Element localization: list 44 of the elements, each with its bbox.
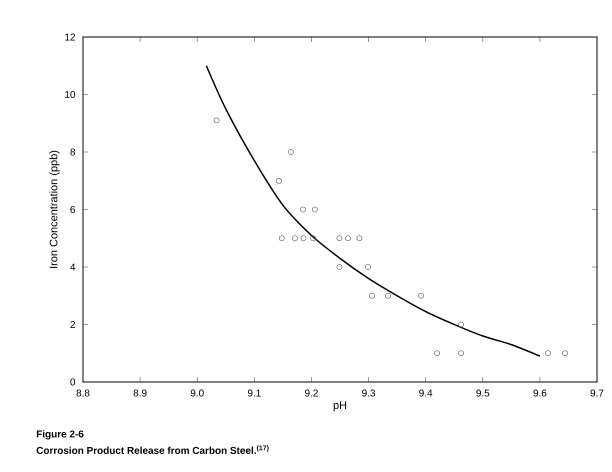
point [544,350,551,356]
point [336,264,342,270]
x-axis-title: pH [334,401,346,412]
x-tick-label: 9.5 [476,390,490,397]
y-tick-label: 0 [70,378,76,386]
x-tick-label: 9.0 [190,390,204,397]
x-tick-label: 9.3 [362,390,376,397]
point [214,117,220,124]
point [458,350,464,356]
line-series [206,64,541,357]
x-tick-label: 9.7 [590,390,604,397]
y-tick-label: 4 [70,264,76,270]
point [562,350,568,356]
y-tick-label: 2 [70,321,75,328]
point [288,149,294,155]
y-tick-label: 10 [65,90,76,98]
point [356,235,362,242]
y-tick-label: 8 [70,148,76,156]
text: Corrosion Product Release from Carbon Steel.$^{(17)}$ [36,445,269,454]
point [300,206,306,212]
point [345,235,351,242]
y-tick-label: 12 [65,34,75,40]
point [312,206,318,212]
text: Figure 2-6 [36,430,84,440]
point [458,322,464,328]
point [434,350,440,356]
point [365,264,371,270]
point [418,292,424,299]
point [278,235,285,242]
y-tick-label: 6 [70,206,76,214]
x-tick-label: 9.4 [419,390,432,397]
point [276,178,282,184]
x-tick-label: 9.1 [248,390,261,397]
point [310,235,316,242]
point [300,235,306,242]
point [336,235,342,242]
x-tick-label: 9.6 [533,390,546,397]
point [385,292,391,299]
x-tick-label: 8.8 [76,390,90,397]
x-tick-label: 8.9 [134,390,147,397]
point [369,292,375,299]
point [292,235,298,242]
y-axis-title: Iron Concentration (ppb) [49,150,60,268]
x-tick-label: 9.2 [304,390,318,397]
